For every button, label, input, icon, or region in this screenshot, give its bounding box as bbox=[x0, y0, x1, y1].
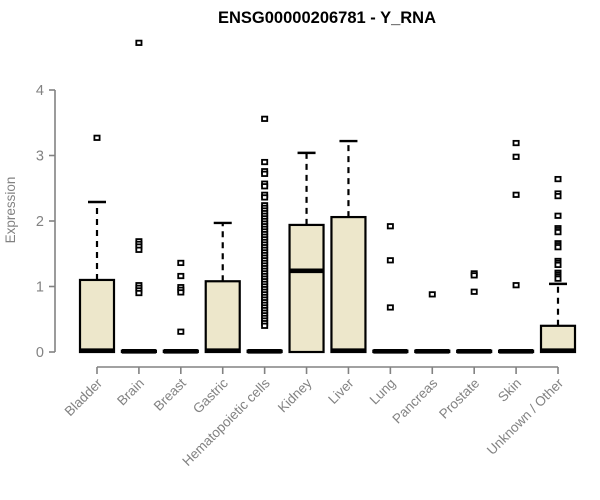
box-unknown-other-outlier bbox=[554, 275, 562, 282]
y-axis-label: Expression bbox=[3, 177, 18, 244]
box-liver bbox=[330, 215, 367, 354]
box-hematopoietic-cells-outlier bbox=[261, 115, 269, 122]
x-tick-label-gastric: Gastric bbox=[190, 375, 231, 416]
x-tick-label-pancreas: Pancreas bbox=[389, 375, 440, 426]
box-breast-outlier bbox=[177, 259, 185, 267]
box-brain-outlier bbox=[135, 39, 143, 46]
box-skin-outlier bbox=[512, 282, 520, 289]
x-tick-label-breast: Breast bbox=[151, 375, 189, 413]
box-hematopoietic-cells-outlier bbox=[261, 158, 269, 166]
x-tick-label-skin: Skin bbox=[495, 376, 524, 405]
x-tick-label-lung: Lung bbox=[367, 376, 399, 408]
box-pancreas-outlier bbox=[428, 291, 436, 298]
box-lung-outlier bbox=[386, 223, 394, 230]
box-skin-outlier bbox=[512, 191, 520, 198]
x-tick-label-prostate: Prostate bbox=[436, 376, 482, 422]
y-tick-label: 4 bbox=[36, 83, 44, 99]
box-unknown-other-outlier bbox=[554, 229, 562, 236]
box-unknown-other-outlier bbox=[554, 261, 562, 268]
box-gastric bbox=[204, 280, 241, 354]
box-hematopoietic-cells-outlier bbox=[261, 170, 269, 177]
box-unknown-other-outlier bbox=[554, 193, 562, 200]
box-prostate-outlier bbox=[470, 288, 478, 295]
box-prostate-outlier bbox=[470, 272, 478, 279]
x-tick-label-unknown-other: Unknown / Other bbox=[484, 375, 567, 458]
box-unknown-other bbox=[539, 324, 577, 354]
x-tick-label-bladder: Bladder bbox=[62, 375, 106, 419]
box-hematopoietic-cells-outlier bbox=[261, 194, 269, 201]
box-hematopoietic-cells-outlier bbox=[261, 322, 269, 329]
chart-title: ENSG00000206781 - Y_RNA bbox=[218, 9, 436, 27]
box-unknown-other-outlier bbox=[554, 175, 562, 183]
box-lung-outlier bbox=[386, 304, 394, 311]
box-hematopoietic-cells-outlier bbox=[261, 183, 269, 190]
y-tick-label: 3 bbox=[36, 149, 44, 165]
y-tick-label: 2 bbox=[36, 214, 44, 230]
y-tick-label: 1 bbox=[36, 280, 44, 296]
x-tick-label-brain: Brain bbox=[114, 376, 147, 409]
box-brain-outlier bbox=[135, 289, 143, 297]
box-kidney bbox=[288, 223, 325, 354]
box-skin-outlier bbox=[512, 153, 520, 160]
x-tick-label-kidney: Kidney bbox=[275, 375, 315, 415]
box-breast-outlier bbox=[177, 328, 185, 335]
box-skin-outlier bbox=[512, 139, 520, 147]
box-breast-outlier bbox=[177, 272, 185, 280]
box-unknown-other-outlier bbox=[554, 212, 562, 219]
box-bladder bbox=[78, 278, 116, 354]
x-tick-label-liver: Liver bbox=[325, 375, 357, 407]
box-breast-outlier bbox=[177, 289, 185, 296]
y-tick-label: 0 bbox=[36, 345, 44, 361]
box-unknown-other-outlier bbox=[554, 244, 562, 251]
box-bladder-outlier bbox=[93, 134, 101, 141]
box-brain-outlier bbox=[135, 246, 143, 253]
box-lung-outlier bbox=[386, 257, 394, 264]
